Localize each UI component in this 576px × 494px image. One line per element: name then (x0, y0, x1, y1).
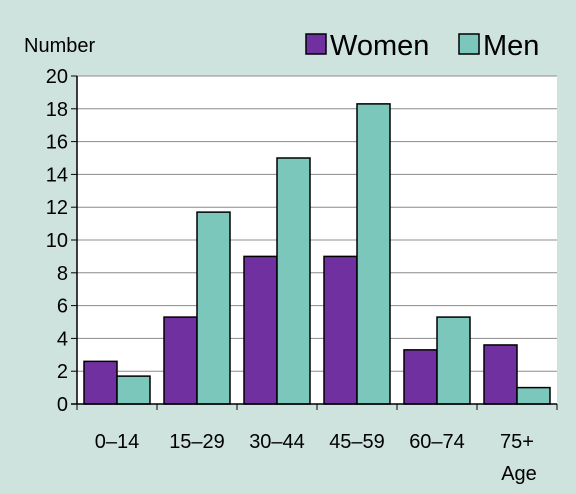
y-tick-label: 14 (46, 164, 68, 186)
legend-swatch-men (458, 33, 480, 55)
y-tick-label: 6 (57, 296, 68, 318)
legend-label-women: Women (330, 30, 429, 62)
bar-women-1 (163, 316, 198, 405)
legend: Women Men (305, 30, 539, 62)
y-tick-label: 4 (57, 328, 68, 350)
y-tick-label: 12 (46, 197, 68, 219)
x-tick-label: 15–29 (169, 431, 225, 453)
bar-men-4 (436, 316, 471, 405)
y-tick-label: 16 (46, 132, 68, 154)
y-tick-label: 18 (46, 99, 68, 121)
y-tick-label: 0 (57, 394, 68, 416)
x-tick-label: 30–44 (249, 431, 305, 453)
y-tick-label: 20 (46, 66, 68, 88)
y-axis-title: Number (24, 35, 95, 57)
legend-swatch-women (305, 33, 327, 55)
x-tick-label: 60–74 (409, 431, 465, 453)
bar-men-0 (116, 375, 151, 405)
y-tick-label: 10 (46, 230, 68, 252)
bar-men-2 (276, 157, 311, 405)
x-tick-label: 45–59 (329, 431, 385, 453)
y-tick-label: 8 (57, 263, 68, 285)
bar-women-4 (403, 349, 438, 405)
bar-men-3 (356, 103, 391, 405)
x-tick-label: 75+ (500, 431, 534, 453)
bar-women-0 (83, 360, 118, 405)
bar-women-3 (323, 255, 358, 405)
legend-label-men: Men (483, 30, 539, 62)
bar-women-2 (243, 255, 278, 405)
x-tick-label: 0–14 (95, 431, 140, 453)
bar-men-5 (516, 386, 551, 405)
x-axis-title: Age (501, 463, 537, 485)
bar-men-1 (196, 211, 231, 405)
y-tick-label: 2 (57, 361, 68, 383)
bar-women-5 (483, 344, 518, 405)
